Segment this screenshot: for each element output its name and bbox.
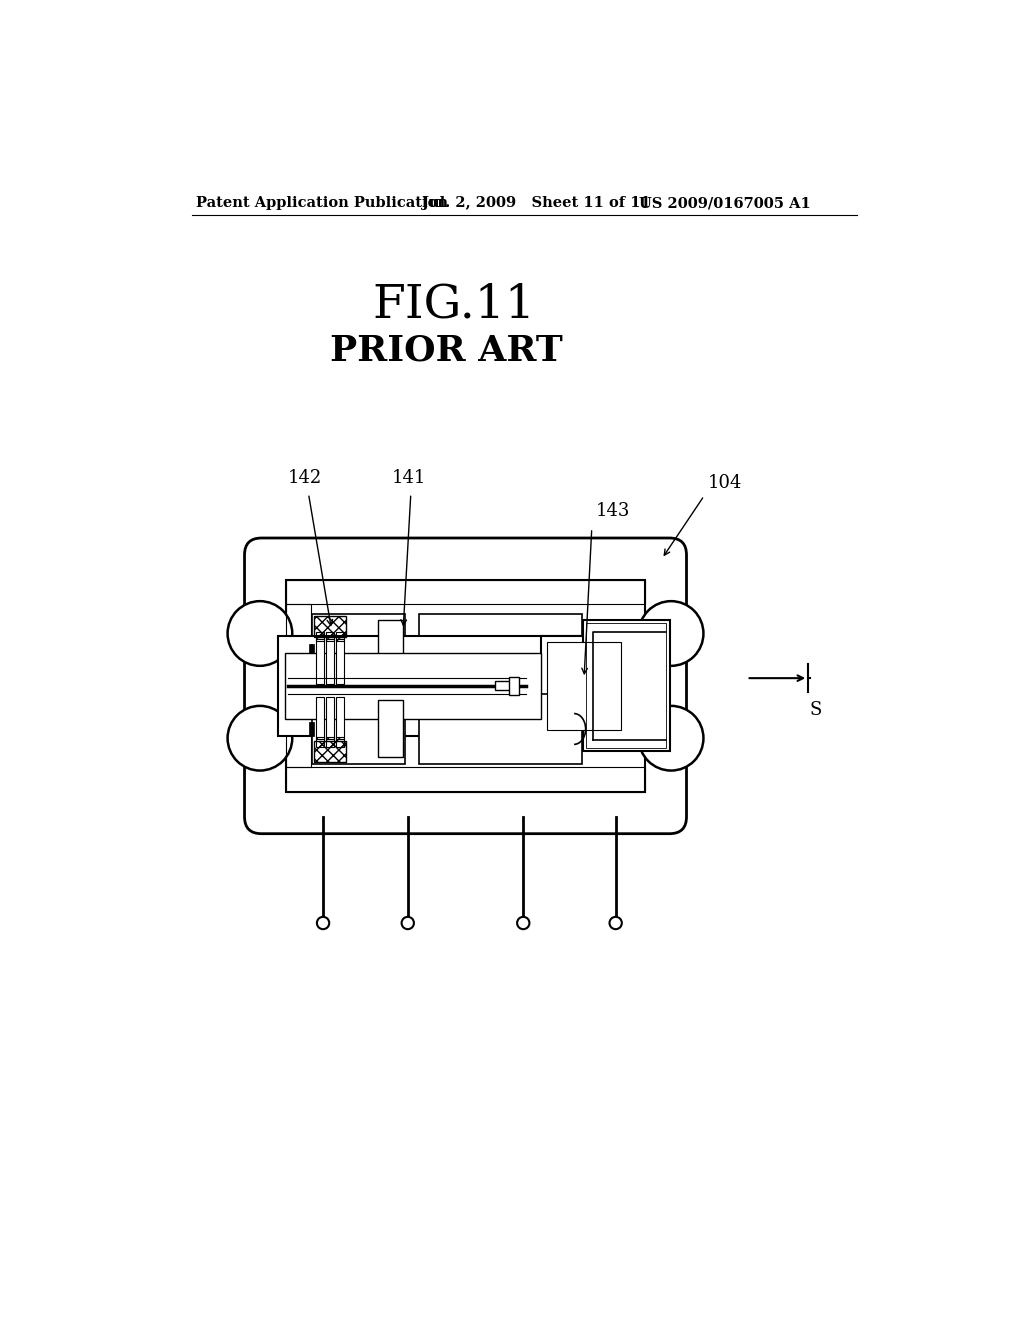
Bar [312, 614, 404, 688]
Bar [326, 639, 334, 684]
Bar [316, 697, 324, 739]
Bar [336, 738, 344, 747]
Bar [310, 722, 313, 737]
FancyBboxPatch shape [245, 539, 686, 834]
Bar [309, 722, 312, 737]
Bar [336, 639, 344, 684]
Bar [326, 738, 334, 747]
Bar [316, 738, 324, 747]
Circle shape [639, 706, 703, 771]
Bar [286, 767, 645, 792]
Bar [279, 636, 628, 653]
Bar [378, 620, 403, 681]
Bar [286, 605, 310, 767]
Bar [279, 636, 628, 737]
Text: 141: 141 [392, 469, 426, 487]
Bar [313, 741, 346, 762]
Circle shape [639, 601, 703, 665]
Text: 142: 142 [288, 469, 322, 487]
Circle shape [316, 917, 330, 929]
Bar [326, 697, 334, 739]
Bar [628, 645, 643, 726]
Bar [587, 623, 667, 748]
Text: Patent Application Publication: Patent Application Publication [196, 197, 449, 210]
Bar [419, 694, 582, 763]
Text: US 2009/0167005 A1: US 2009/0167005 A1 [639, 197, 811, 210]
Text: Jul. 2, 2009   Sheet 11 of 11: Jul. 2, 2009 Sheet 11 of 11 [422, 197, 650, 210]
Circle shape [227, 706, 292, 771]
Text: FIG.11: FIG.11 [373, 282, 536, 327]
Bar [285, 653, 541, 719]
Bar [312, 694, 404, 763]
Bar [286, 767, 645, 792]
Bar [547, 642, 621, 730]
Bar [310, 688, 606, 694]
Bar [541, 636, 628, 737]
Bar [495, 681, 510, 690]
Circle shape [517, 917, 529, 929]
Bar [336, 697, 344, 739]
Bar [316, 632, 324, 642]
Bar [336, 632, 344, 642]
Bar [628, 653, 643, 719]
Bar [316, 639, 324, 684]
Bar [286, 605, 310, 767]
Bar [310, 605, 606, 767]
Bar [286, 579, 645, 605]
Bar [286, 579, 645, 605]
Text: 143: 143 [596, 503, 630, 520]
Text: PRIOR ART: PRIOR ART [330, 334, 562, 368]
Bar [419, 614, 582, 688]
Bar [326, 632, 334, 642]
Text: S: S [810, 701, 822, 719]
Bar [279, 719, 628, 737]
Bar [286, 579, 645, 792]
Text: 104: 104 [708, 474, 742, 492]
Bar [584, 620, 670, 751]
Circle shape [401, 917, 414, 929]
Bar [309, 644, 312, 659]
Circle shape [227, 601, 292, 665]
Bar [313, 616, 346, 638]
Bar [310, 644, 313, 659]
Bar [587, 623, 667, 748]
Bar [509, 677, 519, 696]
Circle shape [609, 917, 622, 929]
Bar [378, 701, 403, 758]
